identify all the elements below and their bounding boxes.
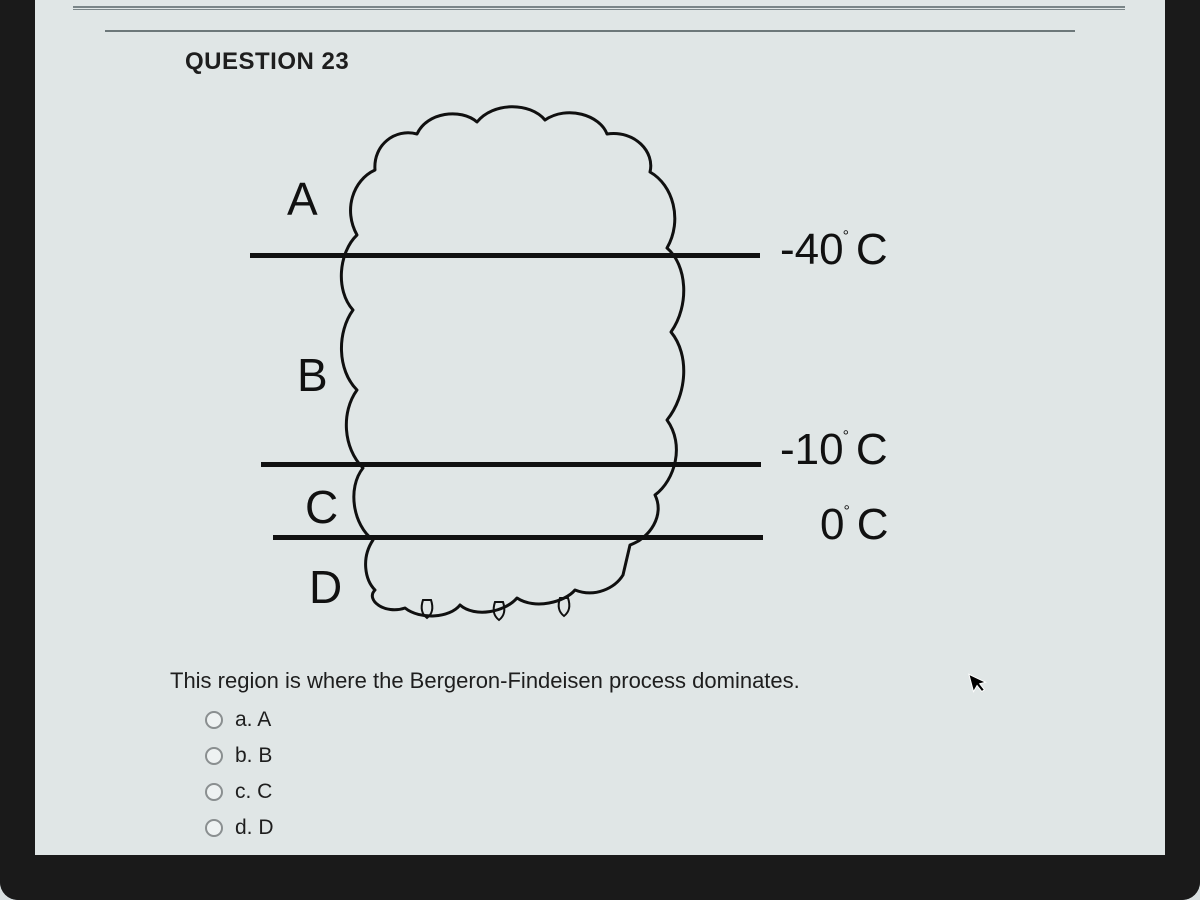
- option-label: b. B: [235, 744, 272, 768]
- radio-icon[interactable]: [205, 747, 223, 765]
- region-label-d: D: [309, 560, 342, 614]
- temperature-label-neg10: -10 °C: [780, 425, 888, 475]
- region-label-a: A: [287, 172, 318, 226]
- region-label-b: B: [297, 348, 328, 402]
- radio-icon[interactable]: [205, 819, 223, 837]
- option-c[interactable]: c. C: [205, 780, 274, 804]
- option-label: a. A: [235, 708, 271, 732]
- cursor-icon: [966, 668, 991, 702]
- panel-top-border: [73, 6, 1125, 10]
- option-label: d. D: [235, 816, 274, 840]
- region-label-c: C: [305, 480, 338, 534]
- question-header: QUESTION 23: [185, 48, 349, 76]
- question-panel: QUESTION 23 A B C D -40 °C -10 °C 0 °C T…: [35, 0, 1165, 855]
- temperature-label-0: 0 °C: [820, 500, 889, 550]
- question-prompt: This region is where the Bergeron-Findei…: [170, 668, 800, 694]
- option-d[interactable]: d. D: [205, 816, 274, 840]
- isotherm-line-neg40: [250, 253, 760, 258]
- isotherm-line-0: [273, 535, 763, 540]
- panel-rule: [105, 30, 1075, 32]
- isotherm-line-neg10: [261, 462, 761, 467]
- temperature-label-neg40: -40 °C: [780, 225, 888, 275]
- option-label: c. C: [235, 780, 272, 804]
- answer-options: a. A b. B c. C d. D: [205, 708, 274, 852]
- option-b[interactable]: b. B: [205, 744, 274, 768]
- cloud-diagram: A B C D -40 °C -10 °C 0 °C: [195, 100, 915, 640]
- option-a[interactable]: a. A: [205, 708, 274, 732]
- radio-icon[interactable]: [205, 783, 223, 801]
- radio-icon[interactable]: [205, 711, 223, 729]
